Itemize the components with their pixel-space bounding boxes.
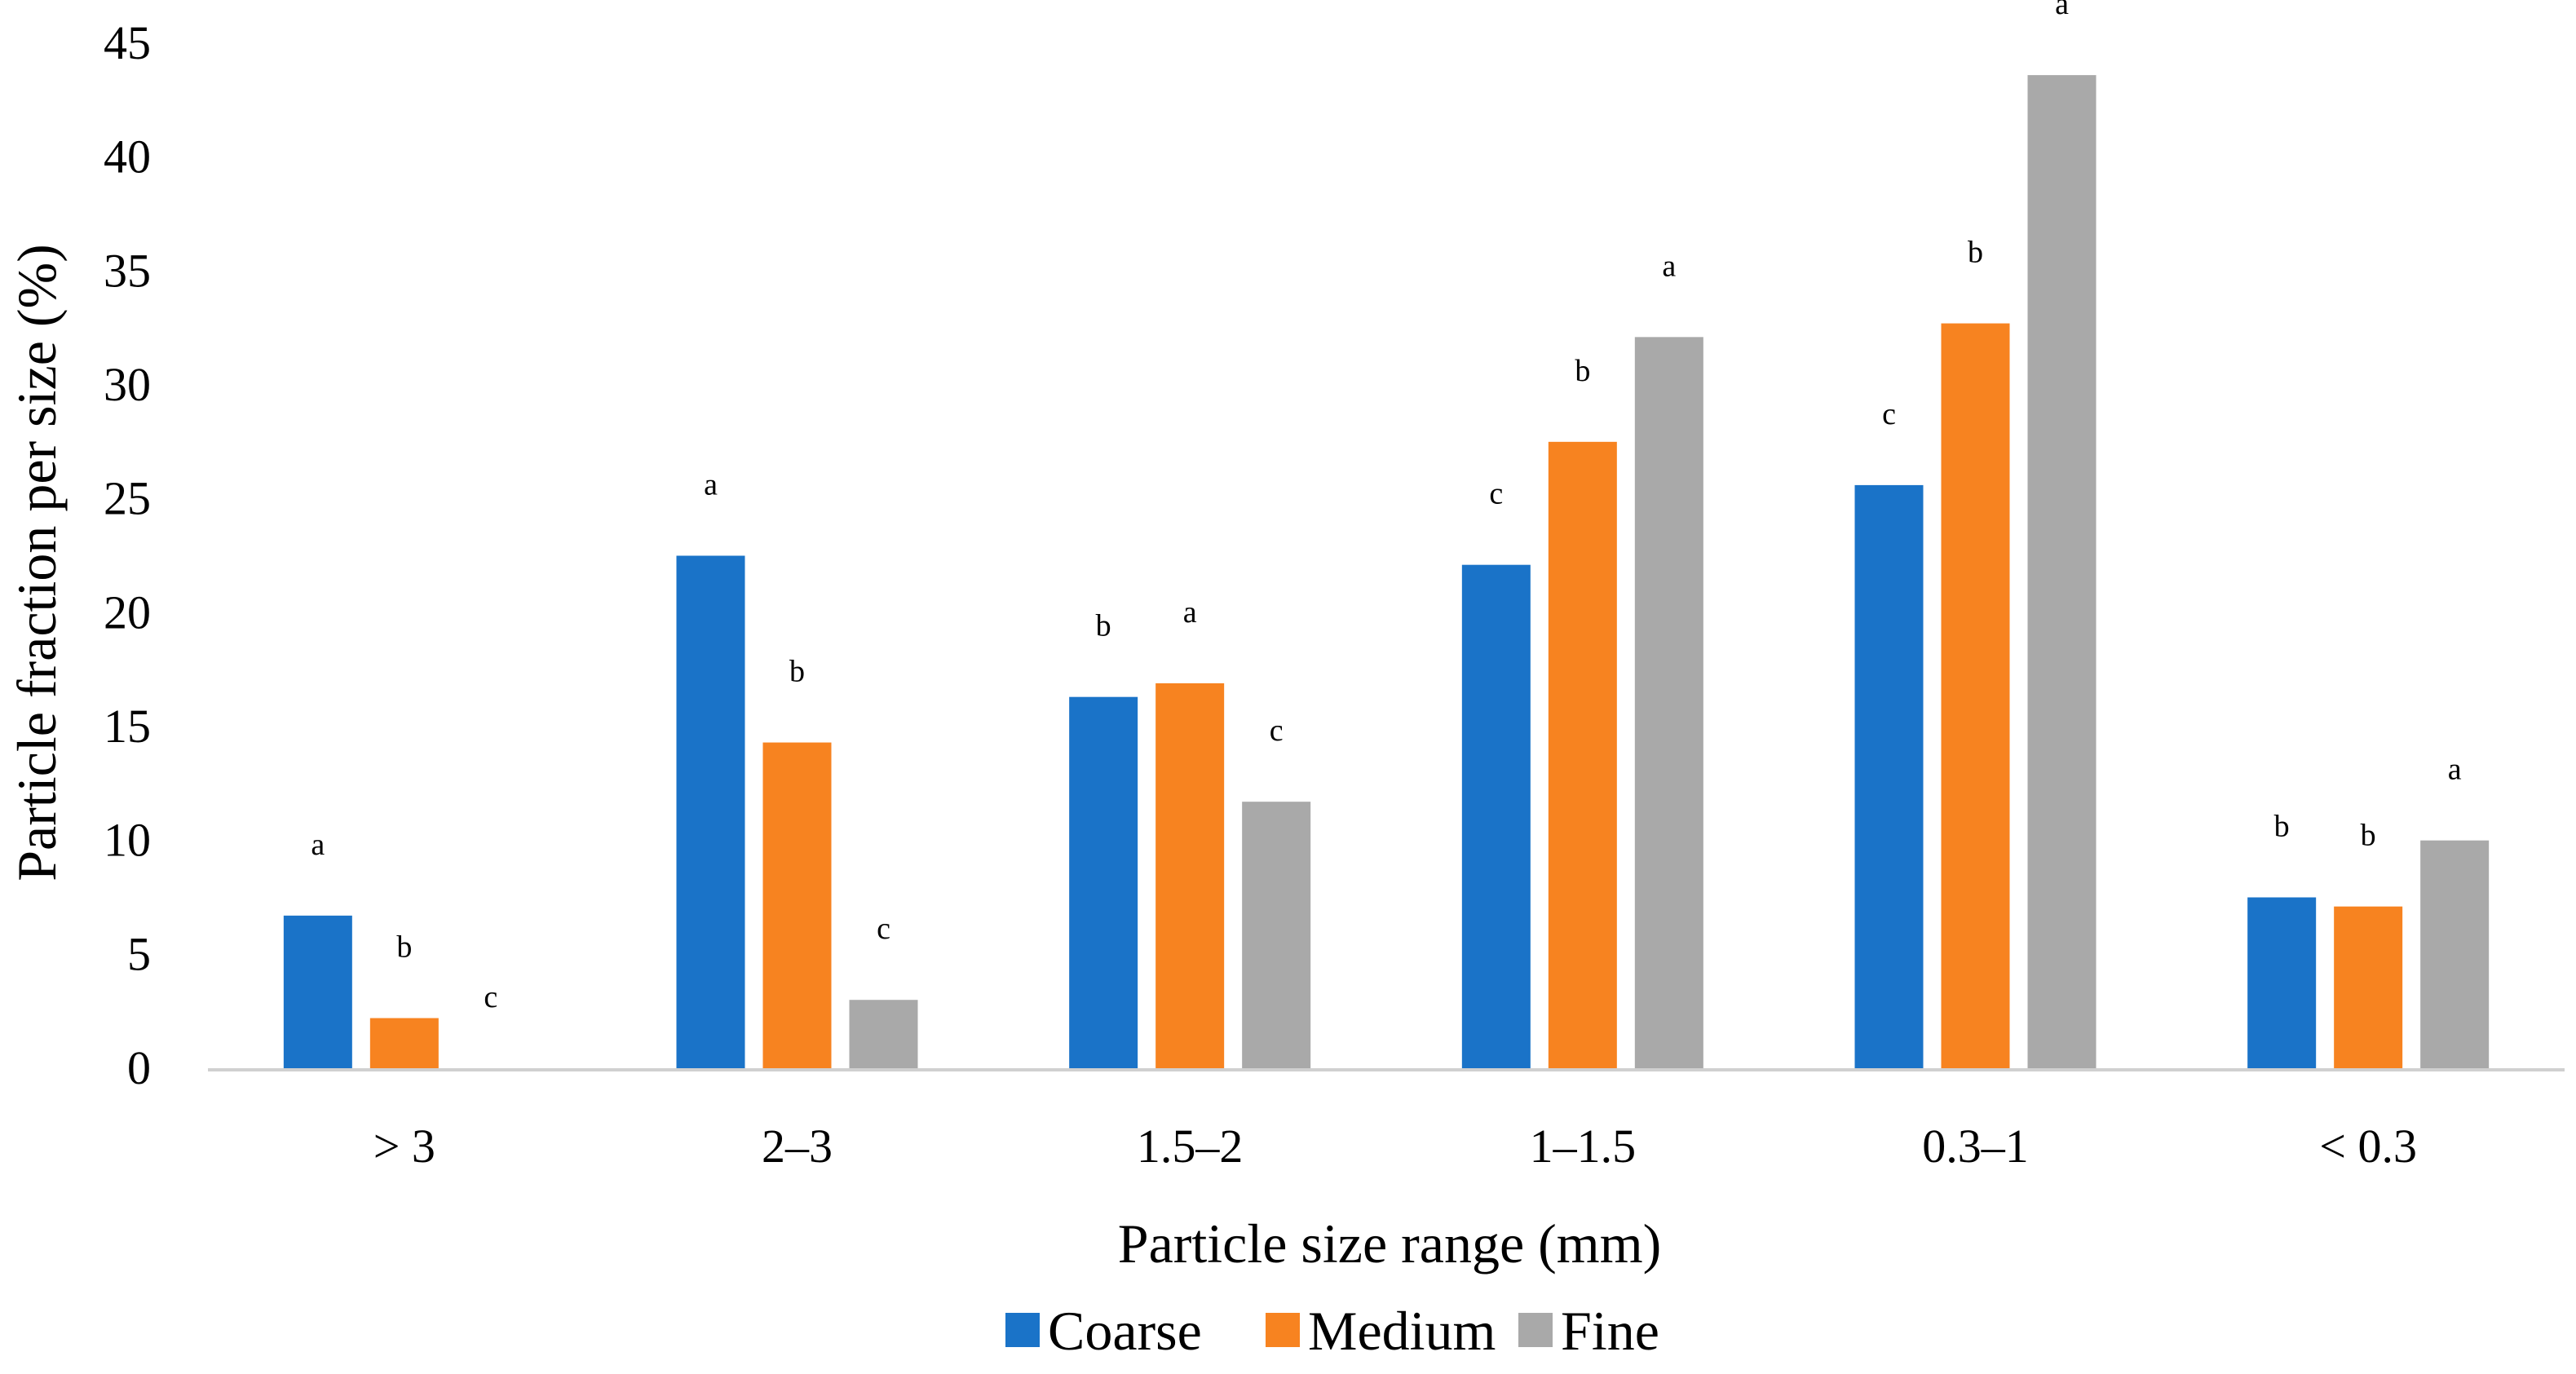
legend: Coarse Medium Fine	[1005, 1300, 1659, 1362]
y-tick-label: 20	[104, 585, 151, 638]
significance-labels: a b c a b c b a c c b a c b a b b a	[311, 0, 2461, 1014]
legend-label-coarse: Coarse	[1048, 1300, 1202, 1362]
x-tick-label: 2–3	[762, 1120, 833, 1173]
significance-letter: b	[1968, 236, 1983, 270]
significance-letter: b	[2274, 810, 2290, 844]
y-tick-label: 30	[104, 358, 151, 411]
significance-letter: b	[2361, 819, 2376, 853]
y-tick-label: 5	[127, 927, 151, 980]
significance-letter: b	[1575, 354, 1590, 388]
significance-letter: b	[1096, 609, 1111, 643]
y-axis-ticks: 0 5 10 15 20 25 30 35 40 45	[104, 16, 151, 1094]
bar-coarse	[283, 915, 352, 1068]
legend-label-fine: Fine	[1561, 1300, 1659, 1362]
x-tick-label: 1–1.5	[1530, 1120, 1637, 1173]
bar-fine	[2420, 840, 2490, 1068]
bar-fine	[2027, 75, 2097, 1068]
y-tick-label: 10	[104, 814, 151, 867]
y-tick-label: 35	[104, 244, 151, 297]
x-tick-label: < 0.3	[2319, 1120, 2417, 1173]
significance-letter: a	[704, 468, 718, 502]
legend-swatch-medium	[1266, 1313, 1300, 1347]
bar-medium	[369, 1018, 439, 1068]
x-tick-label: 0.3–1	[1922, 1120, 2029, 1173]
significance-letter: a	[1662, 249, 1676, 283]
y-tick-label: 15	[104, 700, 151, 753]
legend-swatch-coarse	[1005, 1313, 1040, 1347]
significance-letter: b	[789, 655, 805, 689]
x-tick-label: > 3	[373, 1120, 435, 1173]
significance-letter: c	[1489, 477, 1503, 511]
significance-letter: a	[311, 828, 325, 862]
significance-letter: b	[396, 930, 412, 965]
legend-label-medium: Medium	[1308, 1300, 1496, 1362]
bar-coarse	[1461, 564, 1531, 1068]
y-tick-label: 40	[104, 130, 151, 183]
bar-coarse	[676, 555, 745, 1068]
bar-medium	[2334, 906, 2403, 1068]
bar-coarse	[2247, 897, 2317, 1068]
y-axis-title: Particle fraction per size (%)	[6, 244, 68, 881]
y-tick-label: 45	[104, 16, 151, 69]
y-tick-label: 25	[104, 472, 151, 525]
significance-letter: c	[1270, 714, 1284, 748]
x-axis-title: Particle size range (mm)	[1118, 1213, 1662, 1275]
bar-medium	[762, 742, 832, 1068]
significance-letter: a	[2448, 753, 2462, 787]
significance-letter: c	[1882, 397, 1896, 431]
bar-fine	[849, 1000, 918, 1068]
x-tick-label: 1.5–2	[1137, 1120, 1244, 1173]
legend-swatch-fine	[1518, 1313, 1553, 1347]
bars	[283, 75, 2490, 1069]
significance-letter: a	[1183, 595, 1197, 630]
bar-medium	[1155, 683, 1225, 1068]
bar-medium	[1941, 323, 2010, 1069]
bar-fine	[1242, 802, 1311, 1068]
significance-letter: c	[484, 980, 497, 1014]
bar-coarse	[1069, 696, 1138, 1068]
x-axis-ticks: > 3 2–3 1.5–2 1–1.5 0.3–1 < 0.3	[373, 1120, 2417, 1173]
bar-medium	[1548, 441, 1617, 1068]
bar-coarse	[1854, 484, 1924, 1068]
bar-fine	[1634, 337, 1703, 1069]
significance-letter: c	[877, 912, 890, 946]
significance-letter: a	[2055, 0, 2069, 21]
y-tick-label: 0	[127, 1041, 151, 1094]
